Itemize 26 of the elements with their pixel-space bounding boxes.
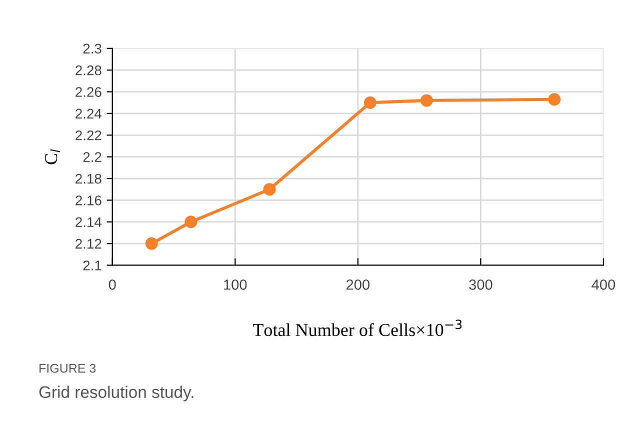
caption: FIGURE 3 xyxy=(40,364,96,373)
x-tick-label: 200 xyxy=(346,280,370,290)
text: Grid resolution study. xyxy=(39,386,194,402)
point xyxy=(548,93,561,106)
point xyxy=(420,94,433,107)
y-tick-label: 2.3 xyxy=(83,44,102,54)
y-tick-label: 2.12 xyxy=(76,238,102,249)
x-tick-label: 400 xyxy=(592,280,616,290)
y-axis-title: C$_{l}$ xyxy=(45,149,60,164)
y-tick-label: 2.24 xyxy=(76,108,102,118)
x-axis-title: Total Number of Cells×10$^{−3}$ xyxy=(252,320,462,336)
point xyxy=(184,216,198,228)
y-tick-label: 2.28 xyxy=(76,65,102,76)
y-tick-label: 2.14 xyxy=(76,217,102,227)
x-tick-label: 300 xyxy=(469,280,492,290)
x-tick-label: 100 xyxy=(224,280,247,290)
y-tick-label: 2.16 xyxy=(76,196,102,206)
point xyxy=(263,183,276,196)
y-tick-label: 2.2 xyxy=(83,152,102,162)
point xyxy=(145,237,158,250)
x-tick-label: 0 xyxy=(108,280,116,290)
y-tick-label: 2.22 xyxy=(76,130,102,140)
y-tick-label: 2.26 xyxy=(76,87,102,97)
point xyxy=(364,96,376,109)
y-tick-label: 2.18 xyxy=(76,174,102,184)
y-tick-label: 2.1 xyxy=(83,260,102,270)
